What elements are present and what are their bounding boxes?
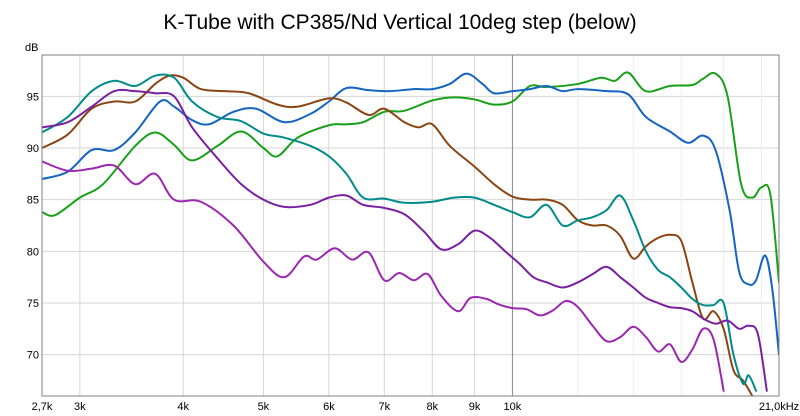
x-tick-label: 8k xyxy=(426,401,438,413)
plot-area xyxy=(42,55,779,396)
x-tick-label: 6k xyxy=(323,401,335,413)
series-line-2 xyxy=(42,72,779,356)
series-line-1 xyxy=(42,71,779,284)
y-axis-unit: dB xyxy=(25,42,38,54)
x-tick-label: 9k xyxy=(469,401,481,413)
y-tick-label: 75 xyxy=(27,298,39,310)
series-line-3 xyxy=(42,74,754,396)
plot-frame xyxy=(41,54,780,397)
x-tick-label: 3k xyxy=(74,401,86,413)
series-line-6 xyxy=(42,88,768,392)
series-line-5 xyxy=(42,160,725,392)
y-tick-label: 85 xyxy=(27,195,39,207)
y-tick-label: 70 xyxy=(27,350,39,362)
x-tick-label: 21,0kHz xyxy=(759,401,799,413)
y-tick-label: 90 xyxy=(27,143,39,155)
chart-title: K-Tube with CP385/Nd Vertical 10deg step… xyxy=(163,11,636,34)
x-tick-label: 10k xyxy=(504,401,522,413)
x-tick-label: 5k xyxy=(258,401,270,413)
x-tick-label: 4k xyxy=(177,401,189,413)
series-group xyxy=(42,71,779,396)
tick-labels: 70 75 80 85 90 95 2,7k 3k 4k 5k 6k 7k 8k 9k 10k 21,0kHz xyxy=(27,91,799,413)
x-tick-label: 2,7k xyxy=(32,401,53,413)
x-tick-label: 7k xyxy=(378,401,390,413)
y-tick-label: 80 xyxy=(27,246,39,258)
series-line-4 xyxy=(42,73,758,392)
y-tick-label: 95 xyxy=(27,91,39,103)
